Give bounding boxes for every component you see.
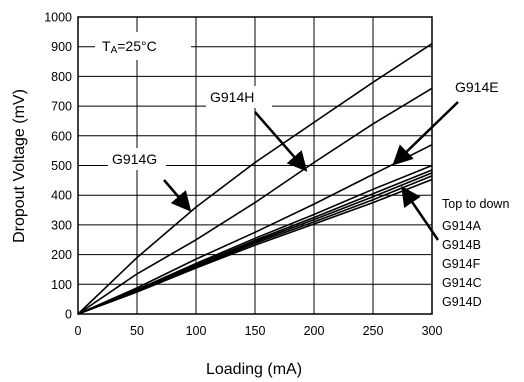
legend-item-g914b: G914B bbox=[442, 238, 481, 252]
x-axis-title: Loading (mA) bbox=[206, 361, 302, 378]
y-tick-label: 900 bbox=[51, 40, 72, 54]
legend-item-g914c: G914C bbox=[442, 276, 482, 290]
x-tick-label: 250 bbox=[363, 324, 384, 338]
condition-label-rest: =25°C bbox=[117, 38, 156, 54]
y-tick-label: 1000 bbox=[44, 11, 72, 25]
series-line-g914e bbox=[77, 143, 433, 315]
legend-title: Top to down bbox=[442, 197, 509, 211]
annotation-g914h-box bbox=[206, 86, 272, 108]
annotation-g914g-arrow bbox=[163, 179, 192, 212]
y-tick-label: 100 bbox=[51, 278, 72, 292]
condition-label: TA=25°C bbox=[102, 38, 157, 56]
legend-item-g914d: G914D bbox=[442, 295, 482, 309]
x-tick-label: 100 bbox=[186, 324, 207, 338]
legend-item-g914a: G914A bbox=[442, 219, 482, 233]
y-tick-label: 300 bbox=[51, 218, 72, 232]
x-tick-label: 50 bbox=[130, 324, 144, 338]
y-tick-label: 400 bbox=[51, 189, 72, 203]
annotation-g914h-label: G914H bbox=[210, 89, 254, 105]
y-tick-label: 600 bbox=[51, 129, 72, 143]
x-tick-label: 200 bbox=[304, 324, 325, 338]
y-tick-label: 200 bbox=[51, 248, 72, 262]
annotation-g914e-arrow bbox=[392, 101, 459, 166]
y-tick-label: 800 bbox=[51, 70, 72, 84]
tick-labels: 0 50 100 150 200 250 300 0 100 200 300 400 500 600 700… bbox=[44, 11, 442, 339]
legend-bracket-arrow bbox=[401, 185, 440, 241]
annotation-g914e-label: G914E bbox=[455, 79, 499, 95]
y-axis-title: Dropout Voltage (mV) bbox=[11, 89, 28, 243]
plot-frame bbox=[77, 16, 433, 315]
plot-border bbox=[77, 16, 433, 315]
x-tick-label: 0 bbox=[75, 324, 82, 338]
y-tick-label: 500 bbox=[51, 159, 72, 173]
y-tick-label: 0 bbox=[65, 308, 72, 322]
series-line-g914h bbox=[77, 87, 433, 315]
grid bbox=[78, 17, 432, 314]
y-tick-label: 700 bbox=[51, 100, 72, 114]
annotation-g914g-label: G914G bbox=[112, 151, 157, 167]
annotation-g914g-box bbox=[108, 148, 166, 170]
x-tick-label: 300 bbox=[422, 324, 443, 338]
series-line-g914g bbox=[77, 43, 433, 315]
condition-label-main: T bbox=[102, 38, 111, 54]
series-lines bbox=[77, 43, 433, 315]
x-tick-label: 150 bbox=[245, 324, 266, 338]
condition-label-box bbox=[95, 32, 191, 60]
condition-label-sub: A bbox=[111, 45, 118, 56]
legend-item-g914f: G914F bbox=[442, 257, 481, 271]
series-line-g914d bbox=[77, 178, 433, 315]
annotation-g914h-arrow bbox=[254, 111, 308, 172]
